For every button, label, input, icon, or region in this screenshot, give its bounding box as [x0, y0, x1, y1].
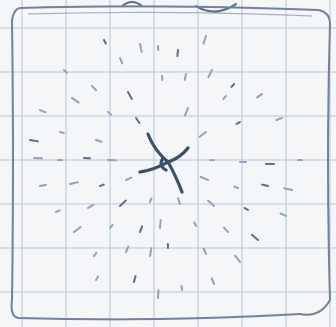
dash-mark	[55, 209, 61, 213]
dash-mark	[133, 275, 137, 283]
dash-mark	[95, 139, 103, 143]
dash-mark	[223, 226, 229, 233]
sketch-border	[10, 5, 331, 321]
dash-mark	[180, 285, 183, 291]
dash-mark	[243, 207, 249, 211]
dash-mark	[261, 183, 269, 187]
dash-mark	[103, 39, 107, 45]
dash-mark	[157, 289, 160, 299]
dash-mark	[230, 83, 235, 88]
dash-mark	[193, 221, 197, 227]
dash-mark	[233, 185, 239, 189]
dash-mark	[210, 277, 215, 285]
dash-mark	[256, 93, 263, 99]
vortex-icon	[138, 132, 190, 194]
dash-mark	[71, 97, 80, 104]
dash-mark	[109, 223, 114, 229]
dash-mark	[234, 254, 241, 263]
dash-mark	[159, 219, 162, 229]
dash-mark	[183, 73, 187, 81]
dash-mark	[139, 225, 144, 233]
dash-mark	[107, 111, 112, 116]
dash-mark	[59, 131, 65, 135]
dash-mark	[279, 212, 287, 217]
dash-mark	[176, 49, 179, 57]
dash-mark	[125, 245, 130, 253]
dash-mark	[73, 226, 82, 233]
radial-dashes	[29, 35, 303, 299]
dash-mark	[93, 251, 98, 257]
dash-mark	[125, 176, 133, 181]
dash-mark	[184, 107, 189, 117]
dash-mark	[119, 199, 127, 207]
dash-mark	[29, 139, 39, 143]
dash-mark	[149, 197, 153, 203]
border-overstroke	[27, 11, 313, 17]
dash-mark	[177, 197, 181, 205]
dash-mark	[99, 183, 105, 187]
dash-mark	[275, 117, 283, 122]
dash-mark	[135, 117, 141, 124]
dash-mark	[207, 199, 215, 207]
dash-mark	[202, 35, 207, 45]
dash-mark	[283, 187, 293, 191]
dash-mark	[202, 247, 207, 255]
dash-mark	[149, 247, 153, 257]
dash-mark	[222, 95, 227, 100]
dash-mark	[235, 121, 241, 125]
dash-mark	[39, 183, 47, 187]
dash-mark	[87, 204, 95, 209]
dash-mark	[39, 109, 47, 114]
dash-mark	[199, 175, 209, 181]
dash-mark	[198, 131, 207, 138]
dash-mark	[207, 69, 213, 79]
dash-mark	[95, 275, 99, 281]
dash-mark	[139, 43, 143, 53]
dash-mark	[250, 233, 259, 241]
dash-mark	[119, 57, 124, 65]
dash-mark	[69, 181, 79, 185]
dash-mark	[127, 91, 133, 100]
dash-mark	[63, 69, 68, 74]
dash-mark	[91, 85, 98, 92]
